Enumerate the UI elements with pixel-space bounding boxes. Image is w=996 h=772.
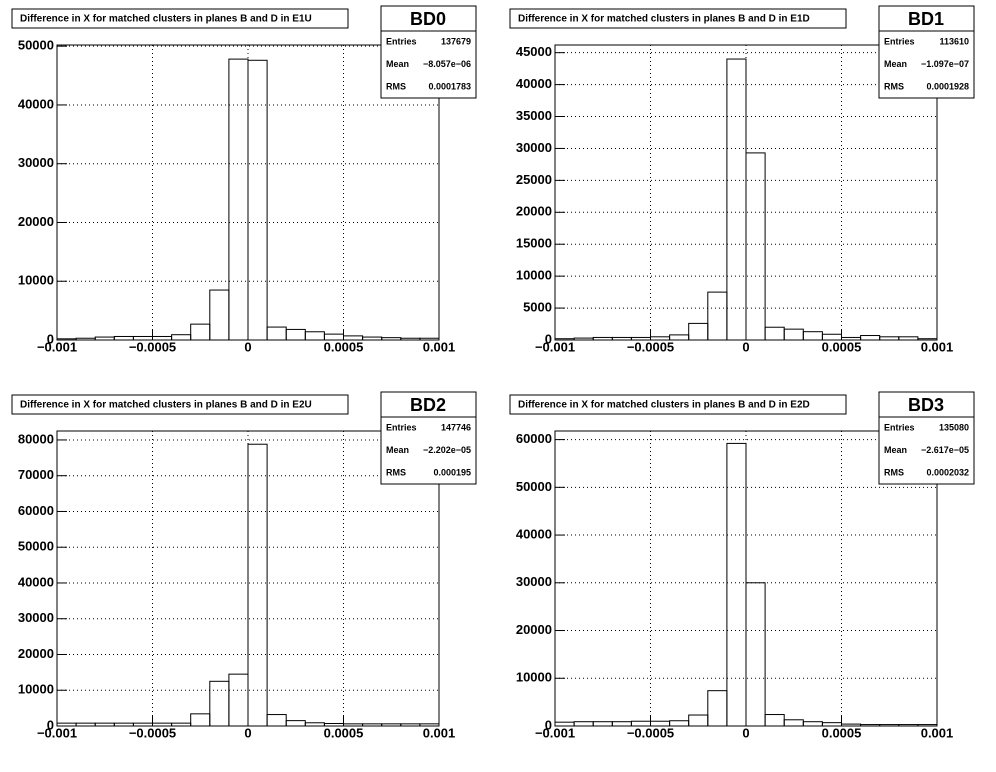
y-tick-label: 60000 [18,503,54,518]
stats-label: Entries [884,36,915,46]
title-box [11,8,349,29]
y-tick-label: 45000 [516,44,552,59]
y-tick-label: 20000 [18,646,54,661]
stats-label: RMS [884,81,904,91]
title-box [11,394,349,415]
stats-value: −2.617e−05 [921,445,969,455]
stats-label: Entries [884,422,915,432]
x-tick-label: 0.001 [921,339,954,354]
stats-box [878,391,975,485]
y-tick-label: 20000 [516,622,552,637]
y-tick-label: 15000 [516,236,552,251]
x-tick-label: 0 [244,339,251,354]
y-tick-label: 40000 [516,526,552,541]
x-tick-label: 0.0005 [822,725,862,740]
x-tick-label: 0.001 [423,725,456,740]
y-tick-label: 50000 [516,479,552,494]
x-tick-label: −0.0005 [627,725,674,740]
y-tick-label: 60000 [516,431,552,446]
x-tick-label: 0.0005 [324,339,364,354]
y-tick-label: 5000 [523,300,552,315]
stats-value: 0.0001783 [428,81,471,91]
stats-label: RMS [386,467,406,477]
stats-label: Mean [386,59,409,69]
x-tick-label: −0.0005 [129,725,176,740]
y-tick-label: 0 [47,717,54,732]
x-tick-label: 0.001 [423,339,456,354]
stats-label: Entries [386,36,417,46]
x-tick-label: −0.001 [37,339,77,354]
y-tick-label: 70000 [18,467,54,482]
y-tick-label: 20000 [516,204,552,219]
stats-box [878,5,975,99]
x-tick-label: −0.001 [535,339,575,354]
chart-title: Difference in X for matched clusters in … [20,400,312,411]
stats-value: 0.0002032 [926,467,969,477]
stats-label: RMS [386,81,406,91]
stats-label: Entries [386,422,417,432]
stats-label: Mean [386,445,409,455]
x-tick-label: 0 [742,339,749,354]
plot-frame [56,430,440,727]
y-tick-label: 35000 [516,108,552,123]
y-tick-label: 40000 [18,574,54,589]
stats-value: 147746 [441,422,471,432]
stats-value: −2.202e−05 [423,445,471,455]
chart-title: Difference in X for matched clusters in … [20,14,312,25]
stats-value: 113610 [939,36,969,46]
stats-value: 0.000195 [433,467,471,477]
y-tick-label: 10000 [18,273,54,288]
y-tick-label: 80000 [18,431,54,446]
y-tick-label: 0 [47,331,54,346]
x-tick-label: −0.001 [37,725,77,740]
y-tick-label: 30000 [516,140,552,155]
stats-value: 135080 [939,422,969,432]
y-tick-label: 40000 [18,96,54,111]
stats-title: BD3 [908,395,944,415]
stats-value: 0.0001928 [926,81,969,91]
y-tick-label: 10000 [516,670,552,685]
stats-value: 137679 [441,36,471,46]
x-tick-label: −0.0005 [627,339,674,354]
y-tick-label: 50000 [18,38,54,53]
stats-label: RMS [884,467,904,477]
stats-title: BD2 [410,395,446,415]
x-tick-label: 0 [742,725,749,740]
stats-value: −1.097e−07 [921,59,969,69]
chart-title: Difference in X for matched clusters in … [518,400,810,411]
y-tick-label: 30000 [516,574,552,589]
x-tick-label: −0.001 [535,725,575,740]
plot-frame [554,430,938,727]
plot-frame [554,44,938,341]
y-tick-label: 20000 [18,214,54,229]
y-tick-label: 10000 [18,682,54,697]
x-tick-label: 0.0005 [822,339,862,354]
y-tick-label: 10000 [516,268,552,283]
plot-frame [56,44,440,341]
title-box [509,8,847,29]
stats-label: Mean [884,59,907,69]
stats-title: BD1 [908,9,944,29]
y-tick-label: 40000 [516,76,552,91]
y-tick-label: 25000 [516,172,552,187]
stats-box [380,5,477,99]
y-tick-label: 0 [545,331,552,346]
stats-title: BD0 [410,9,446,29]
x-tick-label: −0.0005 [129,339,176,354]
x-tick-label: 0.001 [921,725,954,740]
y-tick-label: 30000 [18,155,54,170]
y-tick-label: 30000 [18,610,54,625]
y-tick-label: 0 [545,717,552,732]
stats-box [380,391,477,485]
y-tick-label: 50000 [18,539,54,554]
stats-label: Mean [884,445,907,455]
x-tick-label: 0 [244,725,251,740]
stats-value: −8.057e−06 [423,59,471,69]
title-box [509,394,847,415]
x-tick-label: 0.0005 [324,725,364,740]
chart-title: Difference in X for matched clusters in … [518,14,810,25]
